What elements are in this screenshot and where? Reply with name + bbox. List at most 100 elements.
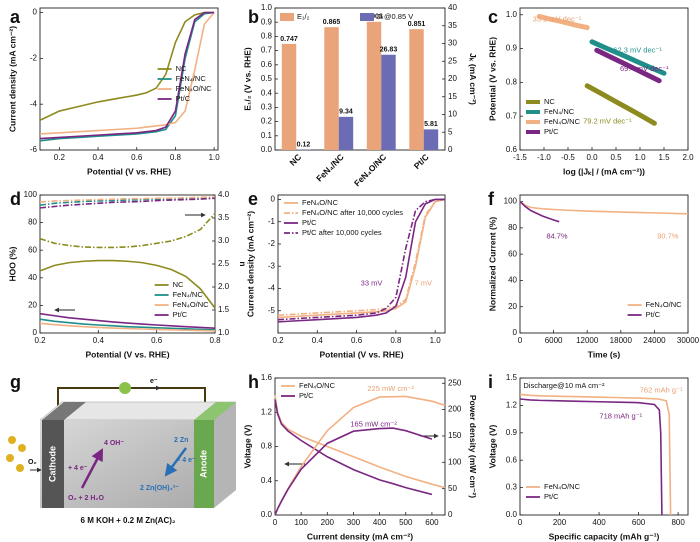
y-tick-label: -3: [268, 261, 276, 270]
y-tick-label: -5: [268, 306, 276, 315]
y-tick-label: 80: [508, 223, 517, 232]
y-tick-label: 100: [504, 197, 518, 206]
y-tick-label: 100: [24, 190, 38, 199]
y-tick-label: 0.9: [506, 44, 518, 53]
annotation: 33.2 mV dec⁻¹: [533, 14, 582, 23]
legend-label: Jₖ@0.85 V: [377, 12, 413, 21]
line-series: [277, 198, 446, 319]
x-tick-label: 1.5: [658, 153, 670, 162]
panel-letter: e: [248, 189, 258, 209]
y2-tick-label: 35: [448, 21, 457, 30]
y-tick-label: 0.8: [261, 32, 273, 41]
x-axis-label: Time (s): [588, 349, 621, 359]
y-tick-label: 0.0: [506, 510, 518, 519]
line-series: [39, 312, 216, 329]
legend-label: FeN₄O/NC: [544, 482, 581, 491]
legend-label: FeN₄O/NC: [544, 117, 581, 126]
x-tick-label: 1.0: [634, 153, 646, 162]
o2-bubble: [16, 464, 24, 472]
anode-arrow: [164, 447, 188, 477]
legend-label: Pt/C: [299, 391, 314, 400]
annotation: 69.4 mV dec⁻¹: [620, 64, 669, 73]
y2-tick-label: 50: [448, 484, 457, 493]
o2-bubble: [6, 454, 14, 462]
x-axis-label: Potential (V vs. RHE): [85, 349, 169, 359]
plot-frame: [39, 194, 216, 334]
x-tick-label: 0.6: [351, 336, 363, 345]
x-tick-label: Pt/C: [412, 152, 431, 171]
diagram-g: g e⁻ Cathode Anode O₂ 4 OH⁻ + 4 e⁻ O₂ + …: [6, 372, 237, 525]
annotation: 33 mV: [361, 278, 383, 287]
panel-letter: a: [10, 7, 21, 27]
annotation: 718 mAh g⁻¹: [599, 411, 642, 420]
x-tick-label: 12000: [576, 336, 599, 345]
anode-label: Anode: [198, 450, 208, 478]
annotation: 7 mV: [415, 278, 433, 287]
legend-label: Pt/C: [646, 310, 661, 319]
value-label: 0.12: [297, 141, 311, 148]
annotation: 225 mW cm⁻²: [367, 384, 414, 393]
y-tick-label: 0.4: [261, 88, 273, 97]
y-tick-label: 0.6: [506, 145, 518, 154]
y2-tick-label: 0: [448, 510, 453, 519]
y-tick-label: 0: [271, 195, 276, 204]
y2-tick-label: 3.5: [218, 213, 230, 222]
x-tick-label: FeN₄/NC: [314, 152, 346, 184]
x-tick-label: 2.0: [682, 153, 694, 162]
y-tick-label: 60: [508, 249, 517, 258]
value-label: 0.903: [365, 14, 383, 21]
legend-label: Pt/C: [544, 127, 559, 136]
y-tick-label: 0.4: [261, 476, 273, 485]
bar: [366, 21, 382, 150]
line-series: [39, 196, 216, 206]
y-tick-label: -2: [268, 239, 276, 248]
y2-tick-label: 30: [448, 39, 457, 48]
x-tick-label: 600: [632, 518, 646, 527]
x-tick-label: NC: [287, 152, 303, 168]
x-tick-label: 0.2: [34, 336, 46, 345]
x-tick-label: 400: [592, 518, 606, 527]
legend-label: FeN₄O/NC: [173, 300, 210, 309]
panel-letter: c: [488, 7, 498, 27]
annotation: Discharge@10 mA cm⁻²: [523, 381, 605, 390]
line-series: [589, 39, 667, 76]
x-axis-label: Current density (mA cm⁻²): [307, 531, 413, 541]
x-tick-label: 18000: [610, 336, 633, 345]
y2-tick-label: 200: [448, 405, 462, 414]
legend-swatch: [280, 13, 294, 21]
x-tick-label: 200: [553, 518, 567, 527]
line-series: [519, 200, 689, 215]
annotation: 165 mW cm⁻²: [350, 420, 397, 429]
legend-label: NC: [173, 280, 184, 289]
legend-label: Pt/C: [544, 492, 559, 501]
y2-axis-label: n: [238, 261, 248, 266]
y-tick-label: 0.8: [261, 442, 273, 451]
x-tick-label: -1.5: [513, 153, 527, 162]
value-label: 0.865: [323, 19, 341, 26]
x-tick-label: 0.2: [54, 153, 66, 162]
y-tick-label: -4: [268, 284, 276, 293]
legend-label: FeN₄/NC: [176, 74, 207, 83]
x-axis-label: Specific capacity (mAh g⁻¹): [549, 531, 660, 541]
line-series: [274, 399, 433, 496]
x-tick-label: 0: [518, 518, 523, 527]
line-series: [519, 393, 672, 516]
legend-label: FeN₄O/NC: [176, 84, 213, 93]
y-axis-label: E₁/₂ (V vs. RHE): [242, 47, 252, 111]
y-tick-label: 80: [28, 218, 37, 227]
x-tick-label: 100: [294, 518, 308, 527]
y-tick-label: -6: [30, 145, 38, 154]
o2-bubble: [18, 444, 26, 452]
y-tick-label: 20: [508, 302, 517, 311]
x-tick-label: 24000: [643, 336, 666, 345]
x-tick-label: 0: [273, 518, 278, 527]
anode-top: [194, 402, 236, 420]
y-axis-label: Voltage (V): [242, 424, 252, 468]
annotation: 79.2 mV dec⁻¹: [583, 117, 632, 126]
y-tick-label: 1.2: [506, 401, 518, 410]
line-series: [39, 318, 216, 331]
line-series: [584, 83, 657, 126]
legend-label: NC: [544, 97, 555, 106]
x-axis-label: Potential (V vs. RHE): [87, 166, 171, 176]
y2-tick-label: 0: [448, 145, 453, 154]
